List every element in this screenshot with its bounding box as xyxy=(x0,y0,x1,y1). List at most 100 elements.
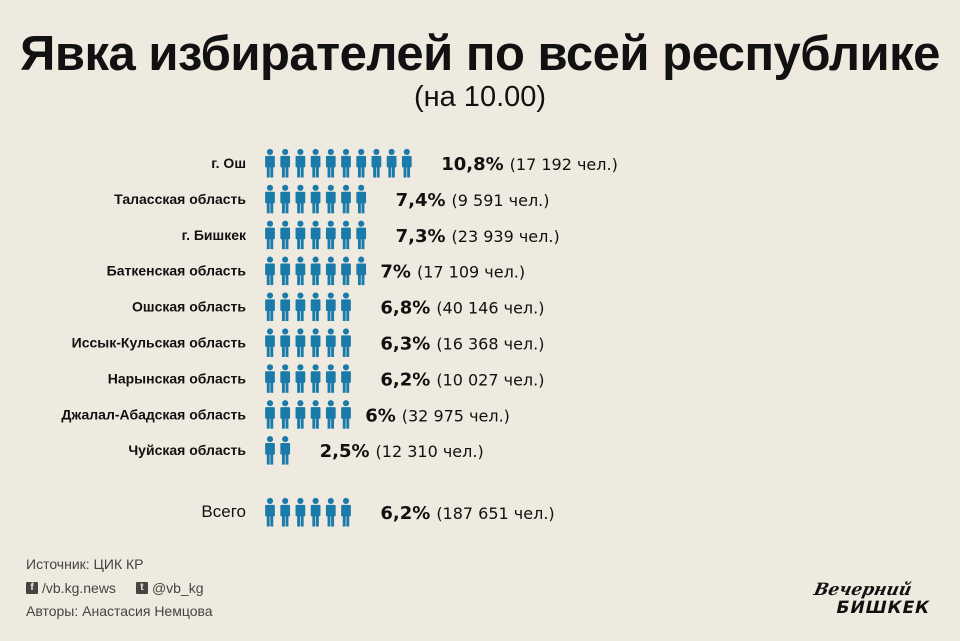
person-icon xyxy=(265,497,275,527)
person-icon xyxy=(356,184,367,214)
pictogram-bar xyxy=(265,436,301,465)
person-icon xyxy=(310,292,321,322)
person-icon xyxy=(295,256,306,286)
chart-row: Иссык-Кульская область 6,3% (16 368 чел.) xyxy=(72,328,544,357)
facebook-icon: f xyxy=(26,582,38,594)
value-label: 6,2% (10 027 чел.) xyxy=(380,369,544,390)
category-label: г. Бишкек xyxy=(182,227,247,243)
facebook-link[interactable]: /vb.kg.news xyxy=(42,580,116,596)
person-icon xyxy=(280,497,291,527)
value-percent: 10,8% xyxy=(441,154,503,175)
person-icon xyxy=(265,184,275,214)
value-count: (9 591 чел.) xyxy=(452,191,550,210)
value-label: 10,8% (17 192 чел.) xyxy=(441,154,618,175)
person-icon xyxy=(356,148,367,178)
value-percent: 6% xyxy=(365,405,396,426)
value-label: 7% (17 109 чел.) xyxy=(380,262,525,283)
person-icon xyxy=(325,220,336,250)
person-icon xyxy=(325,256,336,286)
category-label: Чуйская область xyxy=(128,442,246,458)
person-icon xyxy=(341,400,351,429)
value-percent: 7,3% xyxy=(396,226,446,247)
value-label: 6,2% (187 651 чел.) xyxy=(380,503,554,524)
person-icon xyxy=(265,256,275,286)
person-icon xyxy=(295,220,306,250)
pictogram-bar xyxy=(265,497,358,527)
chart-title: Явка избирателей по всей республике xyxy=(20,27,940,81)
person-icon xyxy=(325,328,336,357)
person-icon-partial xyxy=(295,436,301,465)
twitter-icon: t xyxy=(135,582,148,594)
person-icon xyxy=(401,148,412,178)
pictogram-bar xyxy=(265,364,358,393)
value-percent: 6,2% xyxy=(380,369,430,390)
person-icon xyxy=(341,220,351,250)
value-count: (16 368 чел.) xyxy=(436,335,544,354)
person-icon xyxy=(325,364,336,393)
person-icon xyxy=(295,328,306,357)
category-label: Джалал-Абадская область xyxy=(61,406,246,422)
person-icon xyxy=(265,400,275,429)
person-icon xyxy=(295,184,306,214)
person-icon xyxy=(295,364,306,393)
person-icon-partial xyxy=(356,328,359,357)
value-label: 2,5% (12 310 чел.) xyxy=(320,441,484,462)
pictogram-bar xyxy=(265,400,351,429)
person-icon xyxy=(265,436,275,465)
value-label: 6% (32 975 чел.) xyxy=(365,405,510,426)
person-icon xyxy=(295,148,306,178)
chart-row: Баткенская область 7% (17 109 чел.) xyxy=(107,256,525,286)
person-icon xyxy=(341,184,351,214)
pictogram-bar xyxy=(265,328,359,357)
value-label: 7,4% (9 591 чел.) xyxy=(396,190,550,211)
brand-logo: Вечерний БИШКЕК xyxy=(808,580,946,618)
pictogram-bar xyxy=(265,184,376,214)
person-icon xyxy=(325,497,336,527)
person-icon xyxy=(265,292,275,322)
person-icon xyxy=(280,328,291,357)
person-icon xyxy=(341,148,351,178)
person-icon-partial xyxy=(356,497,358,527)
chart-row: Джалал-Абадская область 6% (32 975 чел.) xyxy=(61,400,510,429)
logo-line-2: БИШКЕК xyxy=(834,598,933,618)
person-icon-partial xyxy=(371,184,376,214)
total-label: Всего xyxy=(201,502,246,521)
value-count: (12 310 чел.) xyxy=(376,442,484,461)
value-label: 6,3% (16 368 чел.) xyxy=(380,334,544,355)
chart-row: г. Ош 10,8% (17 192 чел.) xyxy=(211,148,618,178)
value-percent: 6,3% xyxy=(380,334,430,355)
value-percent: 6,8% xyxy=(380,298,430,319)
person-icon xyxy=(325,400,336,429)
value-count: (23 939 чел.) xyxy=(452,227,560,246)
person-icon xyxy=(310,328,321,357)
value-count: (17 192 чел.) xyxy=(510,155,618,174)
value-label: 6,8% (40 146 чел.) xyxy=(380,298,544,319)
chart-row: Чуйская область 2,5% (12 310 чел.) xyxy=(128,436,484,465)
person-icon xyxy=(295,400,306,429)
person-icon xyxy=(341,328,351,357)
category-label: Иссык-Кульская область xyxy=(72,335,247,351)
person-icon-partial xyxy=(371,220,374,250)
person-icon-partial xyxy=(356,292,365,322)
person-icon xyxy=(325,292,336,322)
person-icon xyxy=(356,220,367,250)
social-links: f /vb.kg.news t @vb_kg xyxy=(26,580,204,596)
chart-row: Ошская область 6,8% (40 146 чел.) xyxy=(132,292,544,322)
person-icon xyxy=(386,148,397,178)
value-count: (32 975 чел.) xyxy=(402,406,510,425)
pictogram-bar xyxy=(265,148,426,178)
person-icon xyxy=(295,497,306,527)
person-icon xyxy=(265,220,275,250)
person-icon-partial xyxy=(356,364,358,393)
authors-text: Авторы: Анастасия Немцова xyxy=(26,603,213,619)
chart-subtitle: (на 10.00) xyxy=(413,81,547,113)
person-icon xyxy=(310,400,321,429)
person-icon xyxy=(310,220,321,250)
person-icon xyxy=(280,364,291,393)
chart-row: Таласская область 7,4% (9 591 чел.) xyxy=(114,184,550,214)
value-percent: 6,2% xyxy=(380,503,430,524)
person-icon xyxy=(310,497,321,527)
person-icon xyxy=(280,256,291,286)
value-count: (40 146 чел.) xyxy=(436,299,544,318)
twitter-link[interactable]: @vb_kg xyxy=(151,580,204,596)
